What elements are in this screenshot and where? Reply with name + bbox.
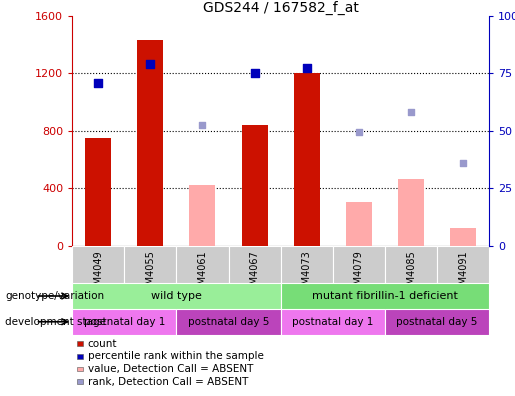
Point <box>146 61 154 67</box>
Bar <box>398 179 424 246</box>
Bar <box>281 283 489 309</box>
Bar <box>72 283 281 309</box>
Bar <box>85 138 111 246</box>
Bar <box>190 185 215 246</box>
Text: postnatal day 5: postnatal day 5 <box>188 317 269 327</box>
Text: value, Detection Call = ABSENT: value, Detection Call = ABSENT <box>88 364 253 374</box>
Bar <box>176 246 229 283</box>
Text: GSM4085: GSM4085 <box>406 250 416 297</box>
Text: GSM4049: GSM4049 <box>93 250 103 297</box>
Text: GSM4055: GSM4055 <box>145 250 156 297</box>
Point <box>198 122 207 128</box>
Title: GDS244 / 167582_f_at: GDS244 / 167582_f_at <box>203 1 358 15</box>
Bar <box>138 40 163 246</box>
Text: GSM4073: GSM4073 <box>302 250 312 297</box>
Point <box>94 80 102 86</box>
Point <box>303 64 311 70</box>
Bar <box>124 246 176 283</box>
Text: GSM4061: GSM4061 <box>197 250 208 297</box>
Bar <box>437 246 489 283</box>
Text: GSM4067: GSM4067 <box>250 250 260 297</box>
Bar <box>281 246 333 283</box>
Text: GSM4079: GSM4079 <box>354 250 364 297</box>
Bar <box>333 246 385 283</box>
Text: percentile rank within the sample: percentile rank within the sample <box>88 351 264 361</box>
Text: postnatal day 1: postnatal day 1 <box>292 317 373 327</box>
Point <box>459 160 467 166</box>
Point <box>407 109 415 115</box>
Text: postnatal day 5: postnatal day 5 <box>397 317 478 327</box>
Text: mutant fibrillin-1 deficient: mutant fibrillin-1 deficient <box>312 291 458 301</box>
Bar <box>281 309 385 335</box>
Text: rank, Detection Call = ABSENT: rank, Detection Call = ABSENT <box>88 377 248 387</box>
Text: postnatal day 1: postnatal day 1 <box>83 317 165 327</box>
Text: wild type: wild type <box>151 291 202 301</box>
Text: GSM4091: GSM4091 <box>458 250 468 297</box>
Bar <box>242 125 268 246</box>
Bar <box>72 246 124 283</box>
Bar <box>229 246 281 283</box>
Point <box>250 70 259 76</box>
Text: development stage: development stage <box>5 317 106 327</box>
Point <box>355 129 363 135</box>
Bar <box>176 309 281 335</box>
Text: genotype/variation: genotype/variation <box>5 291 104 301</box>
Bar <box>450 228 476 246</box>
Bar <box>294 73 320 246</box>
Bar <box>346 202 372 246</box>
Text: count: count <box>88 339 117 348</box>
Bar <box>385 246 437 283</box>
Bar <box>72 309 176 335</box>
Bar <box>385 309 489 335</box>
